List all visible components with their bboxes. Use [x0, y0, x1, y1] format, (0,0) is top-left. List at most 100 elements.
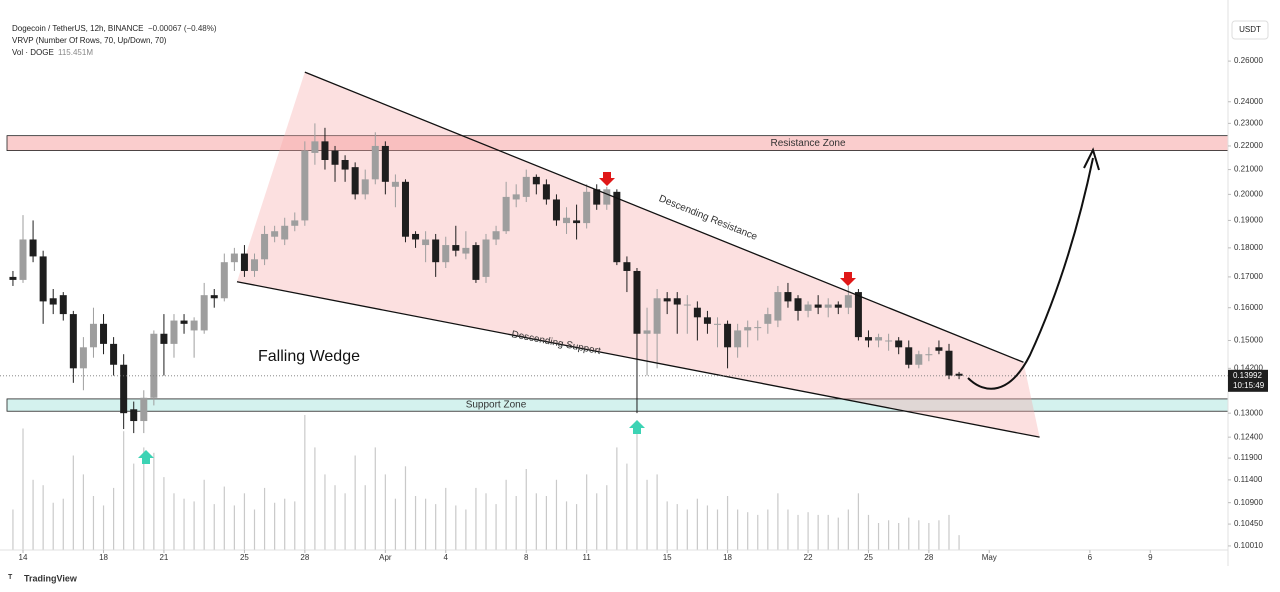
- candle-body: [39, 256, 47, 302]
- volume-bar: [374, 447, 376, 550]
- candle-body: [935, 347, 943, 351]
- volume-bar: [72, 455, 74, 550]
- volume-bar: [555, 479, 558, 550]
- volume-bar: [203, 479, 205, 550]
- candle-body: [532, 176, 540, 185]
- volume-bar: [747, 512, 749, 550]
- currency-box[interactable]: [1231, 20, 1269, 40]
- volume-bar: [52, 502, 54, 550]
- candle-body: [573, 220, 581, 224]
- candle-body: [220, 262, 228, 299]
- candle-body: [462, 247, 470, 254]
- candle-body: [442, 245, 450, 263]
- volume-bar: [938, 520, 940, 550]
- volume-bar: [143, 447, 145, 550]
- volume-bar: [797, 514, 799, 550]
- down-arrow: [599, 172, 615, 186]
- volume-bar: [223, 486, 225, 550]
- candle-body: [361, 179, 369, 195]
- volume-bar: [676, 504, 678, 550]
- volume-bar: [314, 447, 316, 550]
- candle-body: [230, 253, 238, 263]
- candle-body: [59, 295, 67, 315]
- candle-body: [79, 347, 87, 369]
- volume-bar: [344, 493, 346, 550]
- candle-body: [422, 239, 430, 246]
- x-tick-label: 18: [99, 553, 108, 562]
- volume-bar: [656, 474, 658, 550]
- candle-body: [160, 333, 168, 344]
- volume-bar: [475, 487, 477, 550]
- volume-bar: [92, 496, 95, 550]
- wedge-area: [236, 72, 1040, 438]
- candle-body: [945, 350, 953, 376]
- candle-body: [653, 298, 661, 334]
- wedge-upper-line: [304, 71, 1024, 363]
- candle-body: [693, 307, 701, 318]
- countdown: 10:15:49: [1233, 381, 1265, 390]
- header-volume-label: Vol · DOGE: [12, 48, 54, 57]
- candle-body: [925, 354, 933, 356]
- candle-body: [311, 141, 319, 153]
- candle-body: [744, 327, 752, 331]
- volume-bar: [525, 469, 527, 550]
- candle-body: [331, 150, 339, 165]
- volume-bar: [505, 479, 507, 550]
- volume-bar: [485, 493, 487, 550]
- candle-body: [844, 295, 852, 308]
- volume-bar: [586, 474, 588, 550]
- volume-bar: [575, 504, 578, 550]
- y-tick-label: 0.13000: [1234, 408, 1263, 417]
- candle-body: [351, 167, 359, 195]
- candle-body: [412, 233, 420, 240]
- header-change: −0.00067 (−0.48%): [148, 24, 217, 33]
- currency[interactable]: USDT: [1239, 25, 1261, 34]
- candle-body: [89, 323, 97, 348]
- volume-pane: [12, 415, 960, 550]
- candle-body: [724, 323, 732, 348]
- volume-bar: [757, 514, 759, 550]
- volume-bar: [696, 498, 698, 550]
- candle-body: [552, 199, 560, 221]
- volume-bar: [626, 463, 628, 550]
- up-arrow: [629, 420, 645, 434]
- candle-body: [633, 270, 641, 334]
- y-tick-label: 0.22000: [1234, 141, 1263, 150]
- candle-body: [643, 330, 651, 334]
- candle-body: [200, 295, 208, 331]
- volume-bar: [898, 523, 900, 550]
- volume-bar: [153, 452, 155, 550]
- candle-body: [281, 225, 289, 240]
- candle-body: [251, 259, 259, 271]
- candle-body: [120, 364, 128, 414]
- candle-body: [854, 292, 862, 338]
- volume-bar: [606, 485, 608, 550]
- y-tick-label: 0.23000: [1234, 118, 1263, 127]
- volume-bar: [495, 504, 497, 550]
- candle-body: [291, 220, 299, 226]
- brand-logo: ᵀ: [8, 574, 13, 585]
- candle-body: [593, 189, 601, 205]
- volume-bar: [102, 505, 105, 550]
- x-tick-label: 15: [663, 553, 672, 562]
- candle-body: [774, 292, 782, 321]
- candle-body: [804, 304, 812, 311]
- price-badge: [1228, 369, 1268, 392]
- y-tick-label: 0.17000: [1234, 272, 1263, 281]
- volume-bar: [596, 493, 598, 550]
- volume-bar: [837, 517, 839, 550]
- candle-body: [915, 354, 923, 365]
- volume-bar: [445, 487, 447, 550]
- volume-bar: [867, 514, 870, 550]
- volume-bar: [435, 504, 437, 550]
- candle-body: [321, 141, 329, 160]
- volume-bar: [686, 509, 688, 550]
- y-tick-label: 0.11400: [1234, 475, 1263, 484]
- volume-bar: [636, 428, 638, 550]
- candle-body: [271, 231, 279, 237]
- x-tick-label: 6: [1088, 553, 1093, 562]
- volume-bar: [62, 498, 64, 550]
- candle-body: [180, 320, 188, 324]
- header-symbol: Dogecoin / TetherUS, 12h, BINANCE: [12, 24, 143, 33]
- candle-body: [713, 323, 721, 325]
